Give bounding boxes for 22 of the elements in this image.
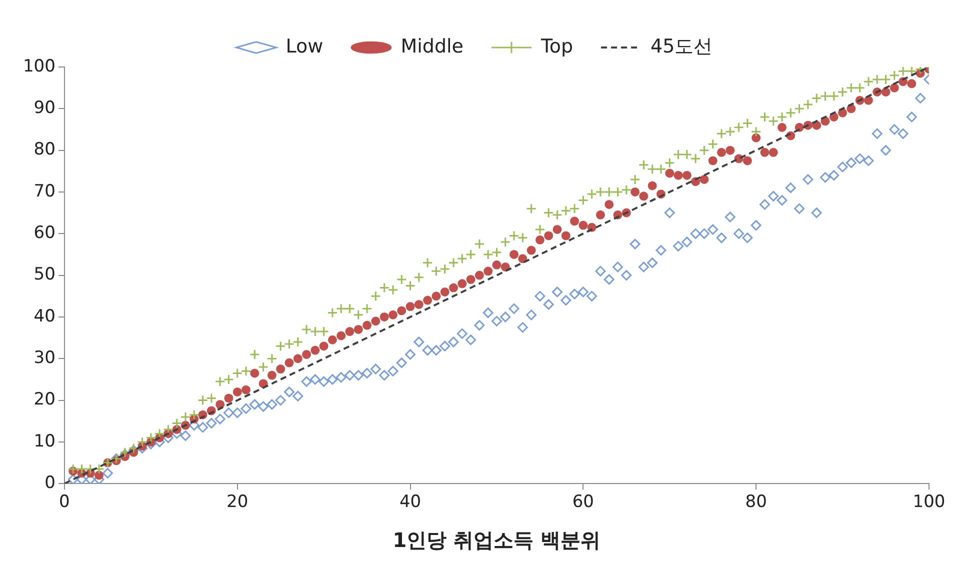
y-tick-label: 90	[34, 98, 56, 118]
y-tick-label: 100	[22, 56, 56, 76]
y-tick-label: 80	[34, 140, 56, 160]
legend-label: Top	[540, 35, 574, 58]
y-tick-label: 30	[34, 348, 56, 368]
x-tick-label: 0	[59, 492, 70, 512]
x-axis-title: 1인당 취업소득 백분위	[392, 528, 601, 552]
y-tick-label: 10	[34, 431, 56, 452]
y-tick-label: 0	[44, 473, 56, 494]
x-tick-label: 100	[912, 492, 946, 512]
legend-label: Middle	[400, 35, 464, 58]
y-tick-label: 20	[34, 390, 56, 410]
x-tick-label: 80	[745, 492, 767, 512]
legend-label: 45도선	[650, 35, 713, 58]
y-tick-label: 40	[34, 306, 56, 326]
y-tick-label: 60	[34, 223, 56, 244]
legend-label: Low	[286, 35, 324, 58]
x-tick-label: 20	[226, 492, 248, 512]
y-tick-label: 50	[34, 264, 56, 285]
x-tick-label: 60	[572, 492, 594, 512]
x-tick-label: 40	[399, 492, 422, 512]
y-tick-label: 70	[34, 181, 56, 202]
